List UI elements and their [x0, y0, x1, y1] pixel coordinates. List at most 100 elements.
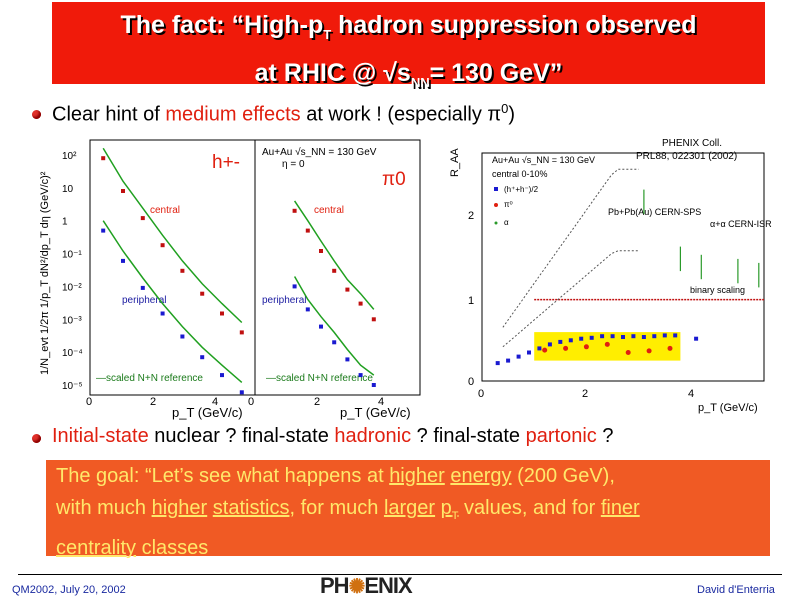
raa-point-hadron	[673, 333, 678, 338]
goal-u-centrality: centrality	[56, 537, 137, 559]
raa-point-pi0	[542, 347, 548, 353]
bullet-1-post: at work ! (especially π	[300, 103, 502, 126]
goal-u-pt-p: p	[440, 497, 452, 519]
data-point-central	[358, 301, 363, 306]
panel-raa-binary-label: binary scaling	[690, 285, 745, 295]
data-point-peripheral	[371, 383, 376, 387]
panel-raa-ytick-1: 1	[468, 295, 474, 307]
panel-raa-curves	[502, 168, 764, 361]
goal-p1: The goal: “Let’s see what happens at	[56, 465, 390, 487]
panel-hadrons: 1/N_evt 1/2π 1/p_T dN²/dp_T dη (GeV/c)² …	[39, 139, 256, 420]
panel-pi0: Au+Au √s_NN = 130 GeV η = 0 π0 central p…	[248, 139, 421, 420]
data-point-central	[305, 228, 310, 233]
goal-u-pt: pT	[440, 497, 459, 522]
panel-pi0-central-label: central	[314, 205, 344, 216]
title-line-2-suffix: = 130 GeV”	[429, 59, 563, 87]
bullet-2-partonic: partonic	[525, 425, 597, 447]
panel-pi0-xtick-0: 0	[248, 396, 254, 408]
panel-raa-legend-hadron: (h⁺+h⁻)/2	[504, 185, 539, 194]
panel-hadrons-central-label: central	[150, 205, 180, 216]
panel-hadrons-reference-curves	[102, 147, 243, 383]
bullet-1-medium-effects: medium effects	[165, 103, 301, 126]
panel-raa-legend-alpha: α	[504, 218, 509, 227]
goal-p9: classes	[136, 537, 209, 559]
panel-pi0-xtick-2: 2	[314, 396, 320, 408]
sps-lower-curve	[502, 250, 639, 348]
bullet-2-f: ?	[596, 425, 614, 447]
reference-curve-central	[102, 147, 243, 324]
panel-hadrons-ylabel: 1/N_evt 1/2π 1/p_T dN²/dp_T dη (GeV/c)²	[39, 171, 51, 375]
panel-pi0-reference-label: —scaled N+N reference	[266, 373, 373, 384]
bullet-2-d: ? final-state	[411, 425, 526, 447]
panel-hadrons-ytick: 10⁻¹	[62, 250, 82, 261]
panel-raa-xtick-0: 0	[478, 388, 484, 400]
footer-rule	[18, 574, 782, 575]
raa-point-hadron	[589, 335, 594, 340]
raa-point-hadron	[537, 346, 542, 351]
panel-hadrons-points	[101, 156, 244, 395]
reference-curve-peripheral	[102, 220, 243, 383]
bullet-dot-2	[32, 434, 41, 443]
data-point-peripheral	[160, 311, 165, 316]
raa-point-hadron	[600, 334, 605, 339]
raa-point-hadron	[558, 339, 563, 344]
raa-point-hadron	[641, 335, 646, 339]
panel-pi0-frame	[254, 139, 421, 396]
panel-hadrons-ytick: 1	[62, 217, 68, 228]
title-banner: The fact: “High-pT hadron suppression ob…	[52, 2, 765, 90]
panel-raa-points	[495, 333, 699, 366]
raa-point-pi0	[604, 341, 610, 347]
panel-raa-sps-label: Pb+Pb(Au) CERN-SPS	[608, 207, 701, 217]
title-line-1: The fact: “High-pT hadron suppression ob…	[52, 2, 765, 54]
panel-raa-header-2: PRL88, 022301 (2002)	[636, 151, 737, 162]
panel-raa-ylabel: R_AA	[449, 148, 461, 177]
raa-point-hadron	[547, 342, 552, 347]
goal-line-2: with much higher statistics, for much la…	[56, 492, 760, 532]
panel-pi0-peripheral-label: peripheral	[262, 295, 306, 306]
raa-point-hadron	[568, 338, 573, 343]
panel-pi0-header-1: Au+Au √s_NN = 130 GeV	[262, 146, 377, 158]
goal-p3: (200 GeV),	[511, 465, 615, 487]
goal-line-1: The goal: “Let’s see what happens at hig…	[56, 460, 760, 492]
raa-point-hadron	[527, 350, 531, 355]
figure-panels: 1/N_evt 1/2π 1/p_T dN²/dp_T dη (GeV/c)² …	[39, 138, 772, 420]
panel-raa: R_AA PHENIX Coll. PRL88, 022301 (2002) A…	[449, 138, 772, 414]
raa-point-hadron	[631, 334, 636, 339]
data-point-central	[239, 330, 244, 335]
panel-hadrons-xtick-4: 4	[212, 396, 218, 408]
data-point-peripheral	[332, 340, 337, 345]
goal-u-finer: finer	[600, 497, 640, 519]
goal-u-higher-2: higher	[151, 497, 208, 519]
title-line-1-prefix: The fact: “High-p	[120, 11, 324, 39]
raa-point-hadron	[610, 334, 615, 339]
data-point-central	[140, 216, 145, 221]
data-point-central	[332, 268, 337, 273]
raa-point-hadron	[652, 334, 657, 339]
panel-hadrons-ytick: 10²	[62, 151, 77, 162]
raa-point-hadron	[621, 335, 625, 339]
panel-hadrons-ytick: 10⁻²	[62, 282, 82, 293]
raa-point-hadron	[694, 336, 699, 341]
panel-hadrons-xtick-0: 0	[86, 396, 92, 408]
panel-hadrons-ytick: 10⁻³	[62, 315, 82, 326]
panel-raa-xtick-2: 2	[582, 388, 588, 400]
data-point-peripheral	[319, 324, 323, 329]
data-point-peripheral	[220, 373, 224, 378]
footer-author: David d'Enterria	[697, 584, 775, 596]
data-point-central	[160, 243, 165, 248]
raa-point-pi0	[646, 348, 652, 354]
panel-pi0-xlabel: p_T (GeV/c)	[340, 405, 411, 420]
data-point-peripheral	[345, 357, 350, 362]
logo-ph: PH	[320, 573, 350, 598]
panel-raa-xlabel: p_T (GeV/c)	[698, 402, 758, 414]
data-point-central	[345, 287, 350, 292]
raa-point-hadron	[662, 333, 667, 338]
panel-raa-legend-alpha-marker	[494, 221, 498, 225]
logo-enix: ENIX	[364, 573, 412, 598]
title-subscript-t: T	[323, 27, 332, 42]
bullet-1-text: Clear hint of medium effects at work ! (…	[52, 101, 515, 127]
goal-u-larger: larger	[383, 497, 436, 519]
data-point-peripheral	[121, 258, 125, 263]
bullet-1-sup: 0	[501, 101, 509, 116]
panel-raa-legend-pi0-marker	[494, 203, 498, 207]
